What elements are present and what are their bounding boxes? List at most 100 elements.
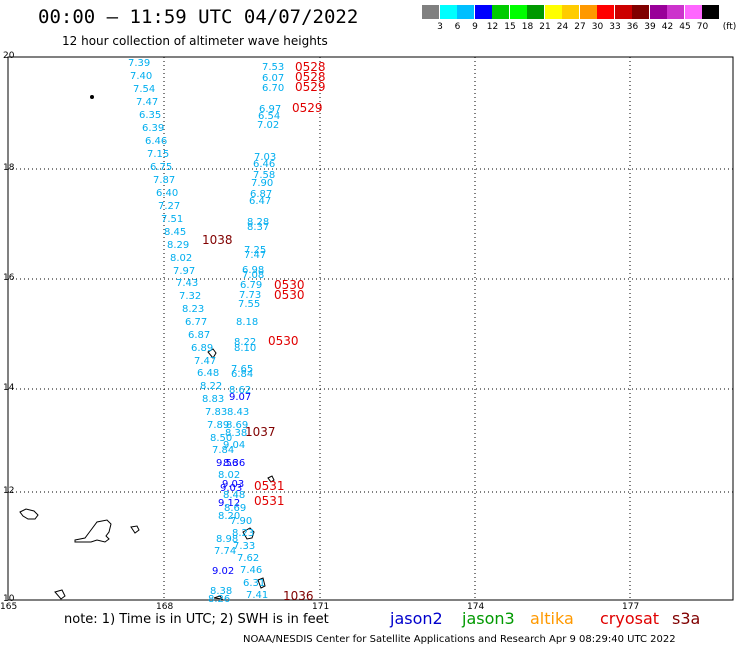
color-scale-label: 42 xyxy=(661,22,674,32)
island-outline xyxy=(54,589,66,600)
latitude-label: 14 xyxy=(3,383,15,393)
map-frame xyxy=(7,56,734,601)
wave-height-value: 7.43 xyxy=(176,278,198,289)
wave-height-value: 7.97 xyxy=(173,266,195,277)
legend-jason3: jason3 xyxy=(462,609,515,628)
longitude-label: 168 xyxy=(156,602,174,612)
color-swatch xyxy=(579,5,597,19)
color-swatch xyxy=(457,5,474,19)
wave-height-value: 7.62 xyxy=(237,553,259,564)
wave-height-value: 9.03 xyxy=(222,479,244,490)
color-scale-label: 30 xyxy=(591,22,604,32)
island-outline xyxy=(257,577,266,589)
wave-height-value: 7.27 xyxy=(158,201,180,212)
wave-height-value: 8.45 xyxy=(164,227,186,238)
pass-time-label: 0529 xyxy=(295,80,326,94)
island-outline xyxy=(19,508,39,520)
latitude-label: 18 xyxy=(3,163,15,173)
longitude-label: 165 xyxy=(0,602,18,612)
pass-time-label: 0528 xyxy=(295,60,326,74)
longitude-label: 174 xyxy=(467,602,485,612)
wave-height-value: 7.51 xyxy=(161,214,183,225)
island-outline xyxy=(242,527,255,540)
color-scale-label: 33 xyxy=(609,22,621,32)
longitude-label: 171 xyxy=(312,602,330,612)
color-scale-label: 27 xyxy=(574,22,586,32)
latitude-label: 16 xyxy=(3,273,15,283)
wave-height-value: 8.29 xyxy=(167,240,189,251)
wave-height-value: 7.03 xyxy=(254,152,276,163)
wave-height-value: 7.33 xyxy=(233,541,255,552)
island-outline xyxy=(267,475,275,483)
island-outline xyxy=(130,525,140,534)
color-swatch xyxy=(649,5,667,19)
color-swatch xyxy=(597,5,614,19)
color-swatch xyxy=(509,5,527,19)
pass-time-label: 0530 xyxy=(274,278,305,292)
latitude-label: 10 xyxy=(3,594,15,604)
map-title: 00:00 – 11:59 UTC 04/07/2022 xyxy=(38,6,359,28)
legend-altika: altika xyxy=(530,609,574,628)
credit-line: NOAA/NESDIS Center for Satellite Applica… xyxy=(243,634,676,645)
wave-height-value: 7.53 xyxy=(262,62,284,73)
wave-height-value: 8.36 xyxy=(223,458,245,469)
wave-height-value: 7.65 xyxy=(231,364,253,375)
pass-time-label: 0530 xyxy=(268,334,299,348)
wave-height-value: 9.12 xyxy=(218,498,240,509)
wave-height-value: 9.03 xyxy=(220,483,242,494)
pass-time-label: 1036 xyxy=(283,589,314,603)
legend-s3a: s3a xyxy=(672,609,701,628)
color-swatch xyxy=(492,5,509,19)
wave-height-value: 6.46 xyxy=(253,159,275,170)
wave-height-value: 7.15 xyxy=(147,149,169,160)
wave-height-value: 6.07 xyxy=(262,73,284,84)
color-scale-label: 9 xyxy=(472,22,478,32)
island-outline xyxy=(74,519,112,543)
wave-height-value: 6.31 xyxy=(243,578,265,589)
color-scale-label: 3 xyxy=(437,22,443,32)
wave-height-value: 6.89 xyxy=(191,343,213,354)
island-outline xyxy=(207,348,217,359)
wave-height-value: 8.02 xyxy=(218,470,240,481)
wave-height-value: 7.39 xyxy=(128,58,150,69)
wave-height-value: 7.08 xyxy=(242,270,264,281)
color-scale-label: 6 xyxy=(454,22,461,32)
island-outline xyxy=(213,595,224,600)
island-outlines xyxy=(19,95,275,600)
wave-height-value: 6.54 xyxy=(258,111,280,122)
color-swatch xyxy=(632,5,649,19)
wave-height-value: 6.40 xyxy=(156,188,178,199)
wave-height-value: 7.47 xyxy=(244,250,266,261)
wave-height-value: 7.02 xyxy=(257,120,279,131)
wave-height-value: 7.40 xyxy=(130,71,152,82)
wave-height-points: 7.39 7.40 7.54 7.47 6.35 6.39 6.46 7.15 6.75 7.87… xyxy=(128,58,284,605)
longitude-label: 177 xyxy=(622,602,640,612)
color-swatch xyxy=(544,5,562,19)
color-swatch xyxy=(422,5,439,19)
color-scale-unit: (ft) xyxy=(722,22,737,32)
color-scale-label: 18 xyxy=(521,22,534,32)
wave-height-value: 8.83 xyxy=(202,394,224,405)
wave-height-value: 7.32 xyxy=(179,291,201,302)
wave-height-value: 7.54 xyxy=(133,84,155,95)
wave-height-value: 8.26 xyxy=(208,594,230,605)
latitude-label: 12 xyxy=(3,486,15,496)
color-scale-label: 39 xyxy=(644,22,656,32)
pass-time-label: 1038 xyxy=(202,233,233,247)
wave-height-value: 8.22 xyxy=(234,337,256,348)
map-subtitle: 12 hour collection of altimeter wave hei… xyxy=(62,34,328,48)
color-swatch xyxy=(614,5,632,19)
footer-note: note: 1) Time is in UTC; 2) SWH is in fe… xyxy=(64,612,329,627)
wave-height-value: 6.47 xyxy=(249,196,271,207)
wave-height-value: 7.47 xyxy=(136,97,158,108)
wave-height-value: 7.84 xyxy=(212,445,234,456)
wave-height-value: 8.69 xyxy=(226,420,248,431)
wave-height-value: 9.02 xyxy=(212,566,234,577)
wave-height-value: 8.28 xyxy=(247,217,269,228)
color-swatch xyxy=(527,5,544,19)
wave-height-value: 8.22 xyxy=(200,381,222,392)
color-swatch xyxy=(474,5,492,19)
color-scale-label: 12 xyxy=(486,22,499,32)
color-scale-label: 15 xyxy=(504,22,516,32)
wave-height-value: 6.87 xyxy=(250,189,272,200)
